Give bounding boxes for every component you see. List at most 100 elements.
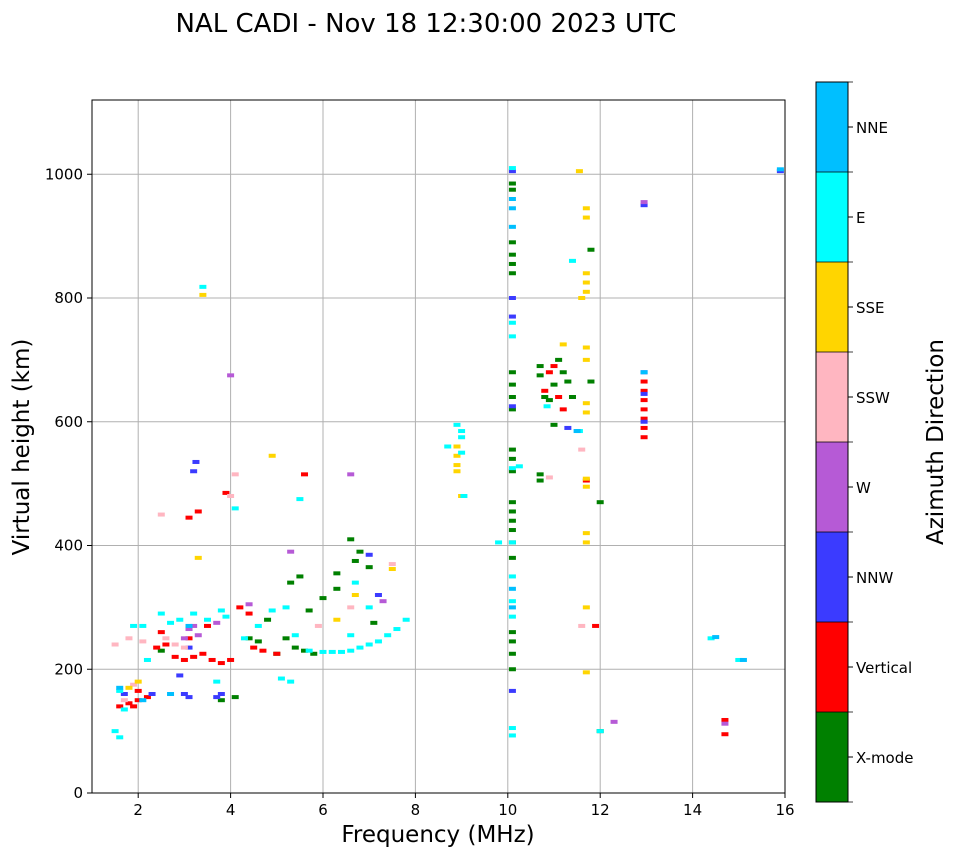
- echo-mark: [582, 670, 590, 675]
- y-tick-label: 1000: [45, 165, 83, 183]
- echo-mark: [185, 627, 193, 632]
- echo-mark: [721, 721, 729, 726]
- echo-mark: [153, 645, 161, 650]
- echo-mark: [508, 296, 516, 300]
- x-tick-label: 12: [591, 801, 610, 819]
- echo-mark: [582, 401, 590, 406]
- echo-mark: [640, 407, 648, 412]
- echo-mark: [559, 342, 567, 347]
- echo-mark: [176, 617, 184, 622]
- echo-mark: [508, 240, 516, 245]
- echo-mark: [640, 435, 648, 440]
- echo-mark: [495, 540, 503, 545]
- echo-mark: [245, 611, 253, 616]
- colorbar-segment: [816, 352, 848, 442]
- echo-mark: [536, 478, 544, 483]
- echo-mark: [319, 649, 327, 654]
- x-tick-label: 2: [133, 801, 143, 819]
- echo-mark: [578, 296, 586, 300]
- colorbar-frame: [815, 81, 849, 803]
- echo-mark: [259, 648, 267, 653]
- echo-mark: [143, 657, 151, 662]
- echo-mark: [610, 719, 618, 724]
- echo-mark: [508, 320, 516, 325]
- echo-mark: [116, 704, 124, 709]
- echo-mark: [582, 410, 590, 415]
- echo-mark: [508, 169, 516, 174]
- echo-mark: [508, 688, 516, 693]
- echo-mark: [227, 494, 235, 498]
- echo-mark: [347, 472, 355, 477]
- echo-mark: [171, 642, 179, 647]
- echo-mark: [204, 623, 211, 628]
- echo-mark: [194, 509, 202, 514]
- echo-mark: [365, 552, 373, 557]
- echo-mark: [296, 574, 304, 579]
- echo-mark: [120, 692, 128, 696]
- echo-mark: [587, 379, 595, 384]
- echo-mark: [508, 197, 516, 201]
- echo-mark: [143, 695, 151, 700]
- x-axis-ticks: 2 4 6 8 10 12 14 16: [133, 793, 795, 819]
- echo-mark: [204, 617, 211, 622]
- echo-mark: [592, 623, 600, 628]
- echo-mark: [268, 453, 276, 458]
- echo-mark: [573, 429, 581, 434]
- echo-mark: [130, 682, 138, 687]
- x-tick-label: 8: [411, 801, 421, 819]
- echo-mark: [508, 187, 516, 192]
- echo-mark: [508, 224, 516, 229]
- echo-mark: [508, 555, 516, 560]
- echo-mark: [564, 379, 572, 384]
- echo-mark: [508, 466, 516, 471]
- echo-mark: [453, 463, 461, 468]
- echo-mark: [582, 215, 590, 220]
- echo-mark: [116, 735, 124, 740]
- echo-mark: [213, 695, 221, 700]
- echo-mark: [192, 459, 200, 464]
- echo-mark: [508, 726, 516, 731]
- echo-mark: [508, 407, 516, 412]
- echo-mark: [139, 639, 147, 644]
- y-tick-label: 200: [54, 660, 83, 678]
- echo-mark: [536, 472, 544, 477]
- echo-mark: [301, 648, 309, 653]
- echo-mark: [508, 370, 516, 375]
- echo-mark: [582, 357, 590, 362]
- colorbar: X-mode Vertical NNW W SSW SSE E NNE: [815, 81, 913, 803]
- echo-mark: [640, 425, 648, 430]
- echo-mark: [508, 382, 516, 387]
- echo-mark: [194, 555, 202, 560]
- echo-mark: [125, 701, 133, 706]
- echo-mark: [130, 704, 138, 709]
- echo-mark: [125, 685, 133, 690]
- echo-mark: [508, 206, 516, 211]
- echo-mark: [254, 623, 262, 628]
- echo-mark: [582, 289, 590, 294]
- colorbar-segment: [816, 262, 848, 352]
- echo-mark: [351, 558, 359, 563]
- echo-mark: [515, 464, 523, 469]
- echo-mark: [640, 203, 648, 208]
- echo-mark: [508, 733, 516, 738]
- echo-mark: [508, 605, 516, 610]
- echo-mark: [157, 630, 165, 635]
- echo-mark: [268, 608, 276, 613]
- echo-mark: [180, 645, 188, 650]
- colorbar-tick-label: NNE: [856, 119, 888, 137]
- echo-mark: [508, 599, 516, 604]
- echo-mark: [245, 636, 253, 641]
- echo-mark: [125, 636, 133, 641]
- echo-mark: [208, 657, 216, 662]
- echo-mark: [582, 271, 590, 276]
- echo-mark: [508, 509, 516, 514]
- colorbar-tick-label: W: [856, 479, 871, 497]
- echo-mark: [222, 490, 230, 495]
- echo-mark: [254, 639, 262, 644]
- colorbar-tick-label: NNW: [856, 569, 893, 587]
- echo-mark: [453, 469, 461, 474]
- echo-mark: [333, 617, 341, 622]
- echo-mark: [139, 623, 147, 628]
- echo-mark: [640, 388, 648, 393]
